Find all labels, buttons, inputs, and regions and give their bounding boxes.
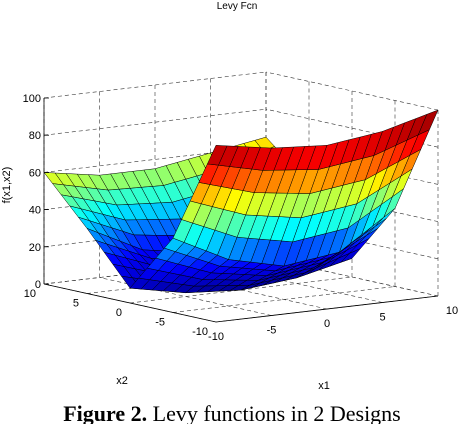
x1-axis-label: x1 <box>318 380 330 392</box>
figure-caption: Figure 2. Levy functions in 2 Designs <box>0 404 464 424</box>
axis-edge-x1 <box>215 295 439 323</box>
caption-text: Levy functions in 2 Designs <box>147 404 401 424</box>
x1-tick-label: -10 <box>208 331 224 343</box>
x1-tick-label: 0 <box>324 318 330 330</box>
chart-title: Levy Fcn <box>217 1 258 12</box>
grid-line-z <box>265 71 439 111</box>
surface-face <box>417 109 439 136</box>
grid-line-z <box>43 71 267 99</box>
z-tick-label: 80 <box>29 130 41 142</box>
x1-tick-label: 10 <box>446 305 458 317</box>
x2-axis-label: x2 <box>116 375 128 387</box>
grid-line-x1 <box>99 277 272 316</box>
x1-axis-ticks: -10 -5 0 5 10 <box>208 305 458 343</box>
grid-line-x1 <box>210 264 383 303</box>
z-tick-label: 0 <box>35 279 41 291</box>
grid-line-z <box>265 183 439 222</box>
grid-line-x2 <box>129 276 353 304</box>
x2-tick-label: -5 <box>155 317 165 329</box>
grid-line-z <box>43 220 267 248</box>
x2-tick-label: 0 <box>116 307 122 319</box>
x2-tick-label: 5 <box>73 298 79 310</box>
x1-tick-label: 5 <box>379 312 385 324</box>
x2-tick-label: 10 <box>24 288 36 300</box>
grid-line-x2 <box>43 257 267 285</box>
x2-axis-ticks: -10 -5 0 5 10 <box>24 288 208 338</box>
z-axis-label: f(x1,x2) <box>1 167 13 204</box>
z-tick-label: 20 <box>29 242 41 254</box>
grid-line-x2 <box>172 286 396 313</box>
caption-label: Figure 2. <box>63 404 148 424</box>
z-tick-label: 40 <box>29 205 41 217</box>
x2-tick-label: -10 <box>192 326 208 338</box>
z-axis-ticks: 0 20 40 60 80 100 <box>23 93 49 291</box>
x1-tick-label: -5 <box>267 325 277 337</box>
grid-line-x2 <box>86 267 310 294</box>
grid-line-z <box>265 220 439 260</box>
axis-box <box>43 98 439 323</box>
surface-mesh <box>43 109 439 294</box>
grid-line-x1 <box>265 257 439 297</box>
grid-line-x1 <box>154 270 328 310</box>
axis-edge-x2 <box>43 283 217 323</box>
z-tick-label: 60 <box>29 167 41 179</box>
grid-line-z <box>43 146 267 173</box>
grid-line-z <box>265 146 439 185</box>
grid-line-z <box>43 108 267 136</box>
z-tick-label: 100 <box>23 93 41 105</box>
